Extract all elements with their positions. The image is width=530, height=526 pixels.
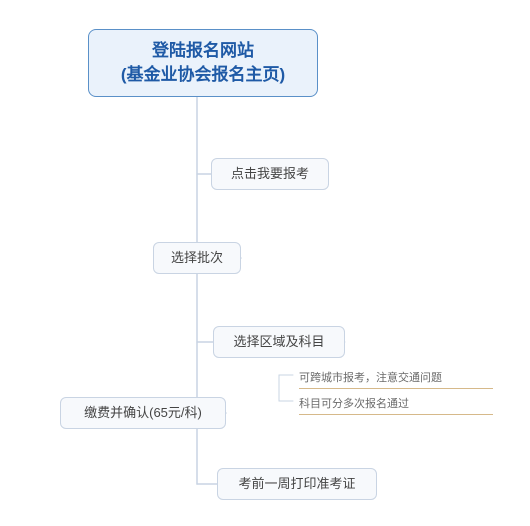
node-n2: 选择批次 <box>153 242 241 274</box>
node-n4: 缴费并确认(65元/科) <box>60 397 226 429</box>
node-n3: 选择区域及科目 <box>213 326 345 358</box>
flowchart-canvas: 登陆报名网站 (基金业协会报名主页) 点击我要报考选择批次选择区域及科目缴费并确认… <box>0 0 530 526</box>
node-n1: 点击我要报考 <box>211 158 329 190</box>
note-note1: 可跨城市报考，注意交通问题 <box>299 369 493 389</box>
note-note2: 科目可分多次报名通过 <box>299 395 493 415</box>
node-n5: 考前一周打印准考证 <box>217 468 377 500</box>
root-node: 登陆报名网站 (基金业协会报名主页) <box>88 29 318 97</box>
